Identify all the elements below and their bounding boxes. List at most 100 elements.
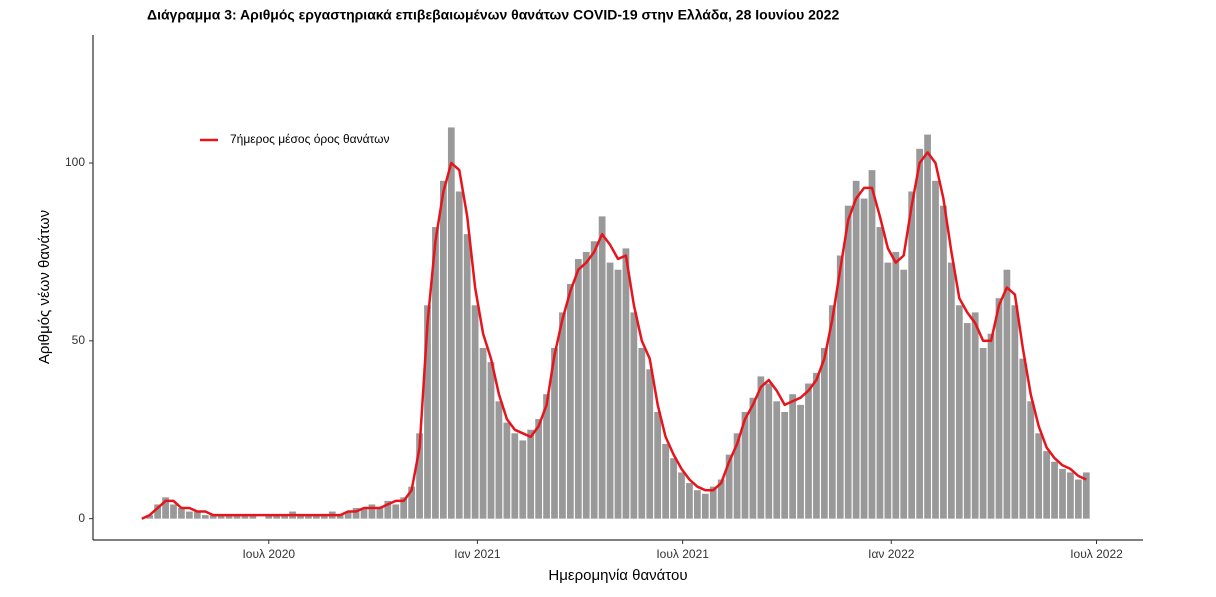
bar [1019, 358, 1027, 519]
bar [670, 458, 677, 519]
y-tick-label: 100 [65, 155, 85, 169]
bar [828, 305, 836, 519]
bar [709, 486, 717, 519]
bar [432, 227, 439, 519]
bar [963, 323, 971, 519]
bar [146, 515, 154, 519]
y-axis-title: Αριθμός νέων θανάτων [36, 210, 53, 364]
bar [781, 411, 789, 519]
bar [559, 312, 566, 519]
bar [336, 515, 344, 519]
bar [947, 262, 955, 519]
bar [186, 511, 193, 519]
bar [479, 347, 487, 519]
bar [884, 262, 892, 519]
bar [1051, 461, 1058, 519]
bar [241, 515, 249, 519]
y-tick-label: 50 [72, 333, 86, 347]
bar [662, 443, 669, 519]
bar [217, 515, 225, 519]
bar [686, 483, 693, 519]
bar [281, 515, 289, 519]
bar [1035, 433, 1043, 519]
bar [368, 504, 376, 519]
bar [574, 259, 582, 519]
bar [971, 312, 979, 519]
bar [995, 298, 1003, 519]
bar [1003, 269, 1011, 519]
bar [543, 394, 550, 519]
bar [940, 205, 947, 519]
bar [233, 515, 241, 519]
x-tick-label: Ιουλ 2021 [656, 547, 709, 561]
bar [733, 433, 741, 519]
bar [908, 191, 916, 519]
bar [955, 305, 963, 519]
bar [773, 401, 781, 519]
bar [757, 376, 765, 519]
bar [598, 216, 606, 519]
bar [987, 333, 995, 519]
bar [836, 255, 844, 519]
bar [440, 180, 447, 519]
bar [313, 515, 320, 519]
bar [519, 440, 527, 519]
bar [1027, 401, 1035, 519]
bar [876, 227, 884, 519]
bar [749, 397, 757, 519]
bar [320, 515, 328, 519]
bar [265, 515, 273, 519]
bar [622, 248, 630, 519]
bar [503, 422, 511, 519]
bar [471, 305, 479, 519]
bar [360, 507, 368, 519]
bar [701, 493, 709, 519]
bar [765, 383, 773, 519]
bar [892, 251, 900, 519]
bar [582, 251, 590, 519]
bar [201, 515, 209, 519]
bar [1067, 472, 1074, 519]
bar [1011, 305, 1019, 519]
bar [678, 472, 685, 519]
bar [1074, 479, 1082, 519]
bar [447, 127, 455, 519]
bar [590, 241, 598, 519]
chart-title: Διάγραμμα 3: Αριθμός εργαστηριακά επιβεβ… [147, 7, 839, 23]
bar [606, 262, 614, 519]
bar [789, 394, 796, 519]
bar [932, 180, 939, 519]
bar [900, 269, 908, 519]
bar [1082, 472, 1090, 519]
bar [495, 401, 503, 519]
bar [646, 369, 654, 519]
bar [193, 511, 201, 519]
bar [400, 497, 408, 519]
bar [844, 205, 852, 519]
bar [979, 347, 987, 519]
bar [511, 433, 519, 519]
x-tick-label: Ιαν 2021 [454, 547, 501, 561]
y-tick-label: 0 [78, 511, 85, 525]
bar [805, 383, 812, 519]
bar [384, 500, 392, 519]
bar [868, 170, 876, 519]
bar [694, 490, 701, 519]
bar [551, 347, 558, 519]
average-line [141, 151, 1087, 520]
bar [638, 347, 646, 519]
bar [614, 269, 622, 519]
bar [725, 454, 733, 519]
x-axis-title: Ημερομηνία θανάτου [548, 567, 687, 584]
bar [463, 234, 471, 519]
bar [1043, 451, 1050, 519]
bar [162, 497, 169, 519]
bar [852, 180, 860, 519]
bar [424, 305, 431, 519]
bar [408, 486, 416, 519]
bar [376, 507, 384, 519]
bar [535, 419, 542, 519]
bar [249, 515, 257, 519]
bar [916, 148, 923, 519]
